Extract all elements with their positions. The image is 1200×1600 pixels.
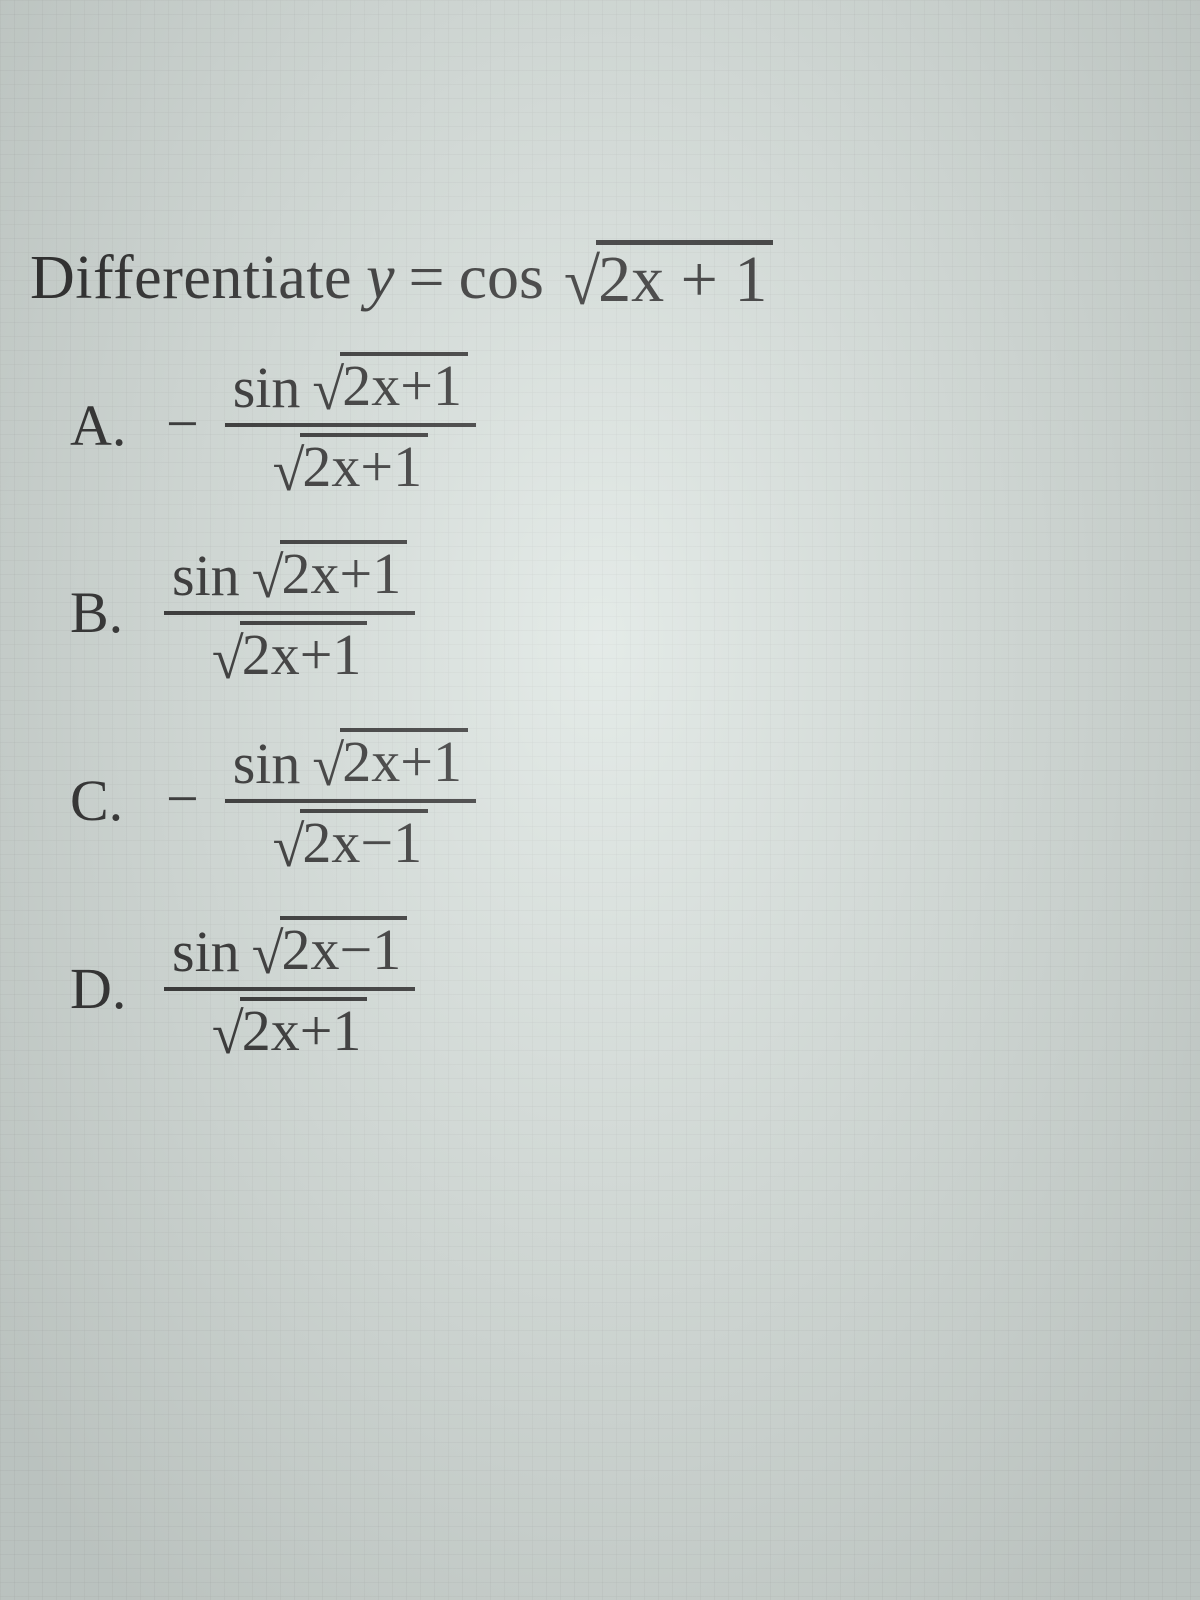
- option-b-fraction: sin √ 2x+1 √ 2x+1: [164, 536, 415, 690]
- fraction-bar: [225, 799, 476, 803]
- option-a-label: A.: [70, 392, 146, 459]
- option-c-denominator: √ 2x−1: [265, 805, 437, 878]
- option-b-den-radicand: 2x+1: [240, 621, 368, 686]
- option-c-den-sqrt: √ 2x−1: [273, 809, 429, 874]
- option-d-den-radicand: 2x+1: [240, 997, 368, 1062]
- radical-icon: √: [212, 1005, 244, 1063]
- option-b-num-radicand: 2x+1: [280, 540, 408, 605]
- option-c-num-func: sin: [233, 735, 301, 793]
- option-a[interactable]: A. − sin √ 2x+1 √ 2x+1: [70, 348, 1190, 502]
- option-d-denominator: √ 2x+1: [204, 993, 376, 1066]
- question-radicand: 2x + 1: [596, 240, 773, 314]
- option-d-fraction: sin √ 2x−1 √ 2x+1: [164, 912, 415, 1066]
- option-a-den-sqrt: √ 2x+1: [273, 433, 429, 498]
- radical-icon: √: [273, 818, 305, 876]
- radical-icon: √: [252, 925, 284, 983]
- option-d-label: D.: [70, 955, 146, 1022]
- radical-icon: √: [312, 737, 344, 795]
- radical-icon: √: [273, 442, 305, 500]
- fraction-bar: [164, 987, 415, 991]
- option-c-negative: −: [166, 765, 199, 832]
- option-a-numerator: sin √ 2x+1: [225, 348, 476, 421]
- option-d-num-func: sin: [172, 923, 240, 981]
- variable-y: y: [366, 240, 394, 314]
- radical-icon: √: [212, 630, 244, 688]
- option-c[interactable]: C. − sin √ 2x+1 √ 2x−1: [70, 724, 1190, 878]
- function-cos: cos: [459, 240, 544, 314]
- radical-icon: √: [564, 250, 600, 316]
- option-a-num-func: sin: [233, 359, 301, 417]
- option-b-den-sqrt: √ 2x+1: [212, 621, 368, 686]
- option-d-num-radicand: 2x−1: [280, 916, 408, 981]
- option-a-num-sqrt: √ 2x+1: [312, 352, 468, 417]
- option-c-num-radicand: 2x+1: [340, 728, 468, 793]
- equals-sign: =: [408, 240, 444, 314]
- option-d-num-sqrt: √ 2x−1: [252, 916, 408, 981]
- option-d-numerator: sin √ 2x−1: [164, 912, 415, 985]
- prompt-word: Differentiate: [30, 243, 352, 314]
- option-a-negative: −: [166, 390, 199, 457]
- fraction-bar: [164, 611, 415, 615]
- option-a-den-radicand: 2x+1: [300, 433, 428, 498]
- option-c-numerator: sin √ 2x+1: [225, 724, 476, 797]
- fraction-bar: [225, 423, 476, 427]
- radical-icon: √: [252, 549, 284, 607]
- option-b-denominator: √ 2x+1: [204, 617, 376, 690]
- option-c-num-sqrt: √ 2x+1: [312, 728, 468, 793]
- question-sqrt: √ 2x + 1: [564, 240, 773, 314]
- option-d[interactable]: D. sin √ 2x−1 √ 2x+1: [70, 912, 1190, 1066]
- options-list: A. − sin √ 2x+1 √ 2x+1 B. sin: [30, 348, 1190, 1065]
- option-a-denominator: √ 2x+1: [265, 429, 437, 502]
- option-c-label: C.: [70, 767, 146, 834]
- option-c-fraction: sin √ 2x+1 √ 2x−1: [225, 724, 476, 878]
- option-b-label: B.: [70, 579, 146, 646]
- option-b-numerator: sin √ 2x+1: [164, 536, 415, 609]
- option-a-num-radicand: 2x+1: [340, 352, 468, 417]
- radical-icon: √: [312, 361, 344, 419]
- option-b[interactable]: B. sin √ 2x+1 √ 2x+1: [70, 536, 1190, 690]
- question-line: Differentiate y = cos √ 2x + 1: [30, 240, 1190, 314]
- option-b-num-sqrt: √ 2x+1: [252, 540, 408, 605]
- option-c-den-radicand: 2x−1: [300, 809, 428, 874]
- option-b-num-func: sin: [172, 547, 240, 605]
- option-a-fraction: sin √ 2x+1 √ 2x+1: [225, 348, 476, 502]
- option-d-den-sqrt: √ 2x+1: [212, 997, 368, 1062]
